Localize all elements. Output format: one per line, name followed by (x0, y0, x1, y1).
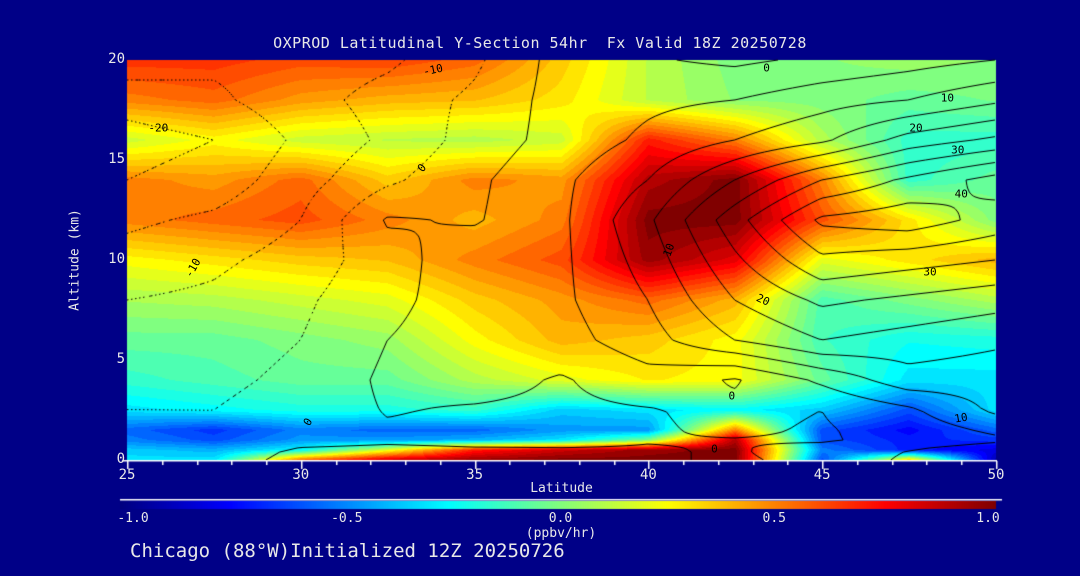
contour-value-label: 40 (954, 187, 968, 201)
contour-value-label: 20 (909, 121, 923, 135)
contour-value-label: 0 (728, 389, 736, 403)
x-axis-tick-label: 35 (466, 467, 484, 483)
x-axis-tick-label: 30 (292, 467, 310, 483)
x-axis-tick-label: 25 (118, 467, 136, 483)
y-axis-tick-label: 20 (108, 51, 125, 67)
contour-value-label: -20 (148, 121, 169, 135)
footer-run-info: Chicago (88°W)Initialized 12Z 20250726 (130, 540, 565, 562)
contour-value-label: 30 (951, 143, 965, 157)
colorbar-tick-label: -0.5 (331, 511, 363, 526)
colorbar-tick-label: 0.5 (762, 511, 786, 526)
x-axis-tick-label: 40 (639, 467, 657, 483)
y-axis-tick-label: 15 (108, 151, 125, 167)
contour-value-label: 0 (763, 61, 770, 75)
colorbar-unit-label: (ppbv/hr) (525, 526, 597, 541)
colorbar-tick-label: 0.0 (548, 511, 573, 526)
contour-value-label: 10 (940, 91, 954, 105)
y-axis-tick-label: 10 (108, 251, 125, 267)
x-axis-title: Latitude (530, 481, 593, 496)
contour-value-label: 0 (711, 442, 718, 456)
contour-value-label: 10 (953, 410, 969, 426)
y-axis-tick-label: 0 (116, 451, 125, 467)
chart-title: OXPROD Latitudinal Y-Section 54hr Fx Val… (273, 34, 807, 52)
contour-value-label: 30 (923, 265, 937, 279)
colorbar-tick-label: 1.0 (976, 511, 1000, 526)
colorbar-tick-label: -1.0 (117, 511, 149, 526)
y-axis-tick-label: 5 (116, 351, 125, 367)
x-axis-tick-label: 45 (813, 467, 831, 483)
x-axis-tick-label: 50 (987, 467, 1005, 483)
